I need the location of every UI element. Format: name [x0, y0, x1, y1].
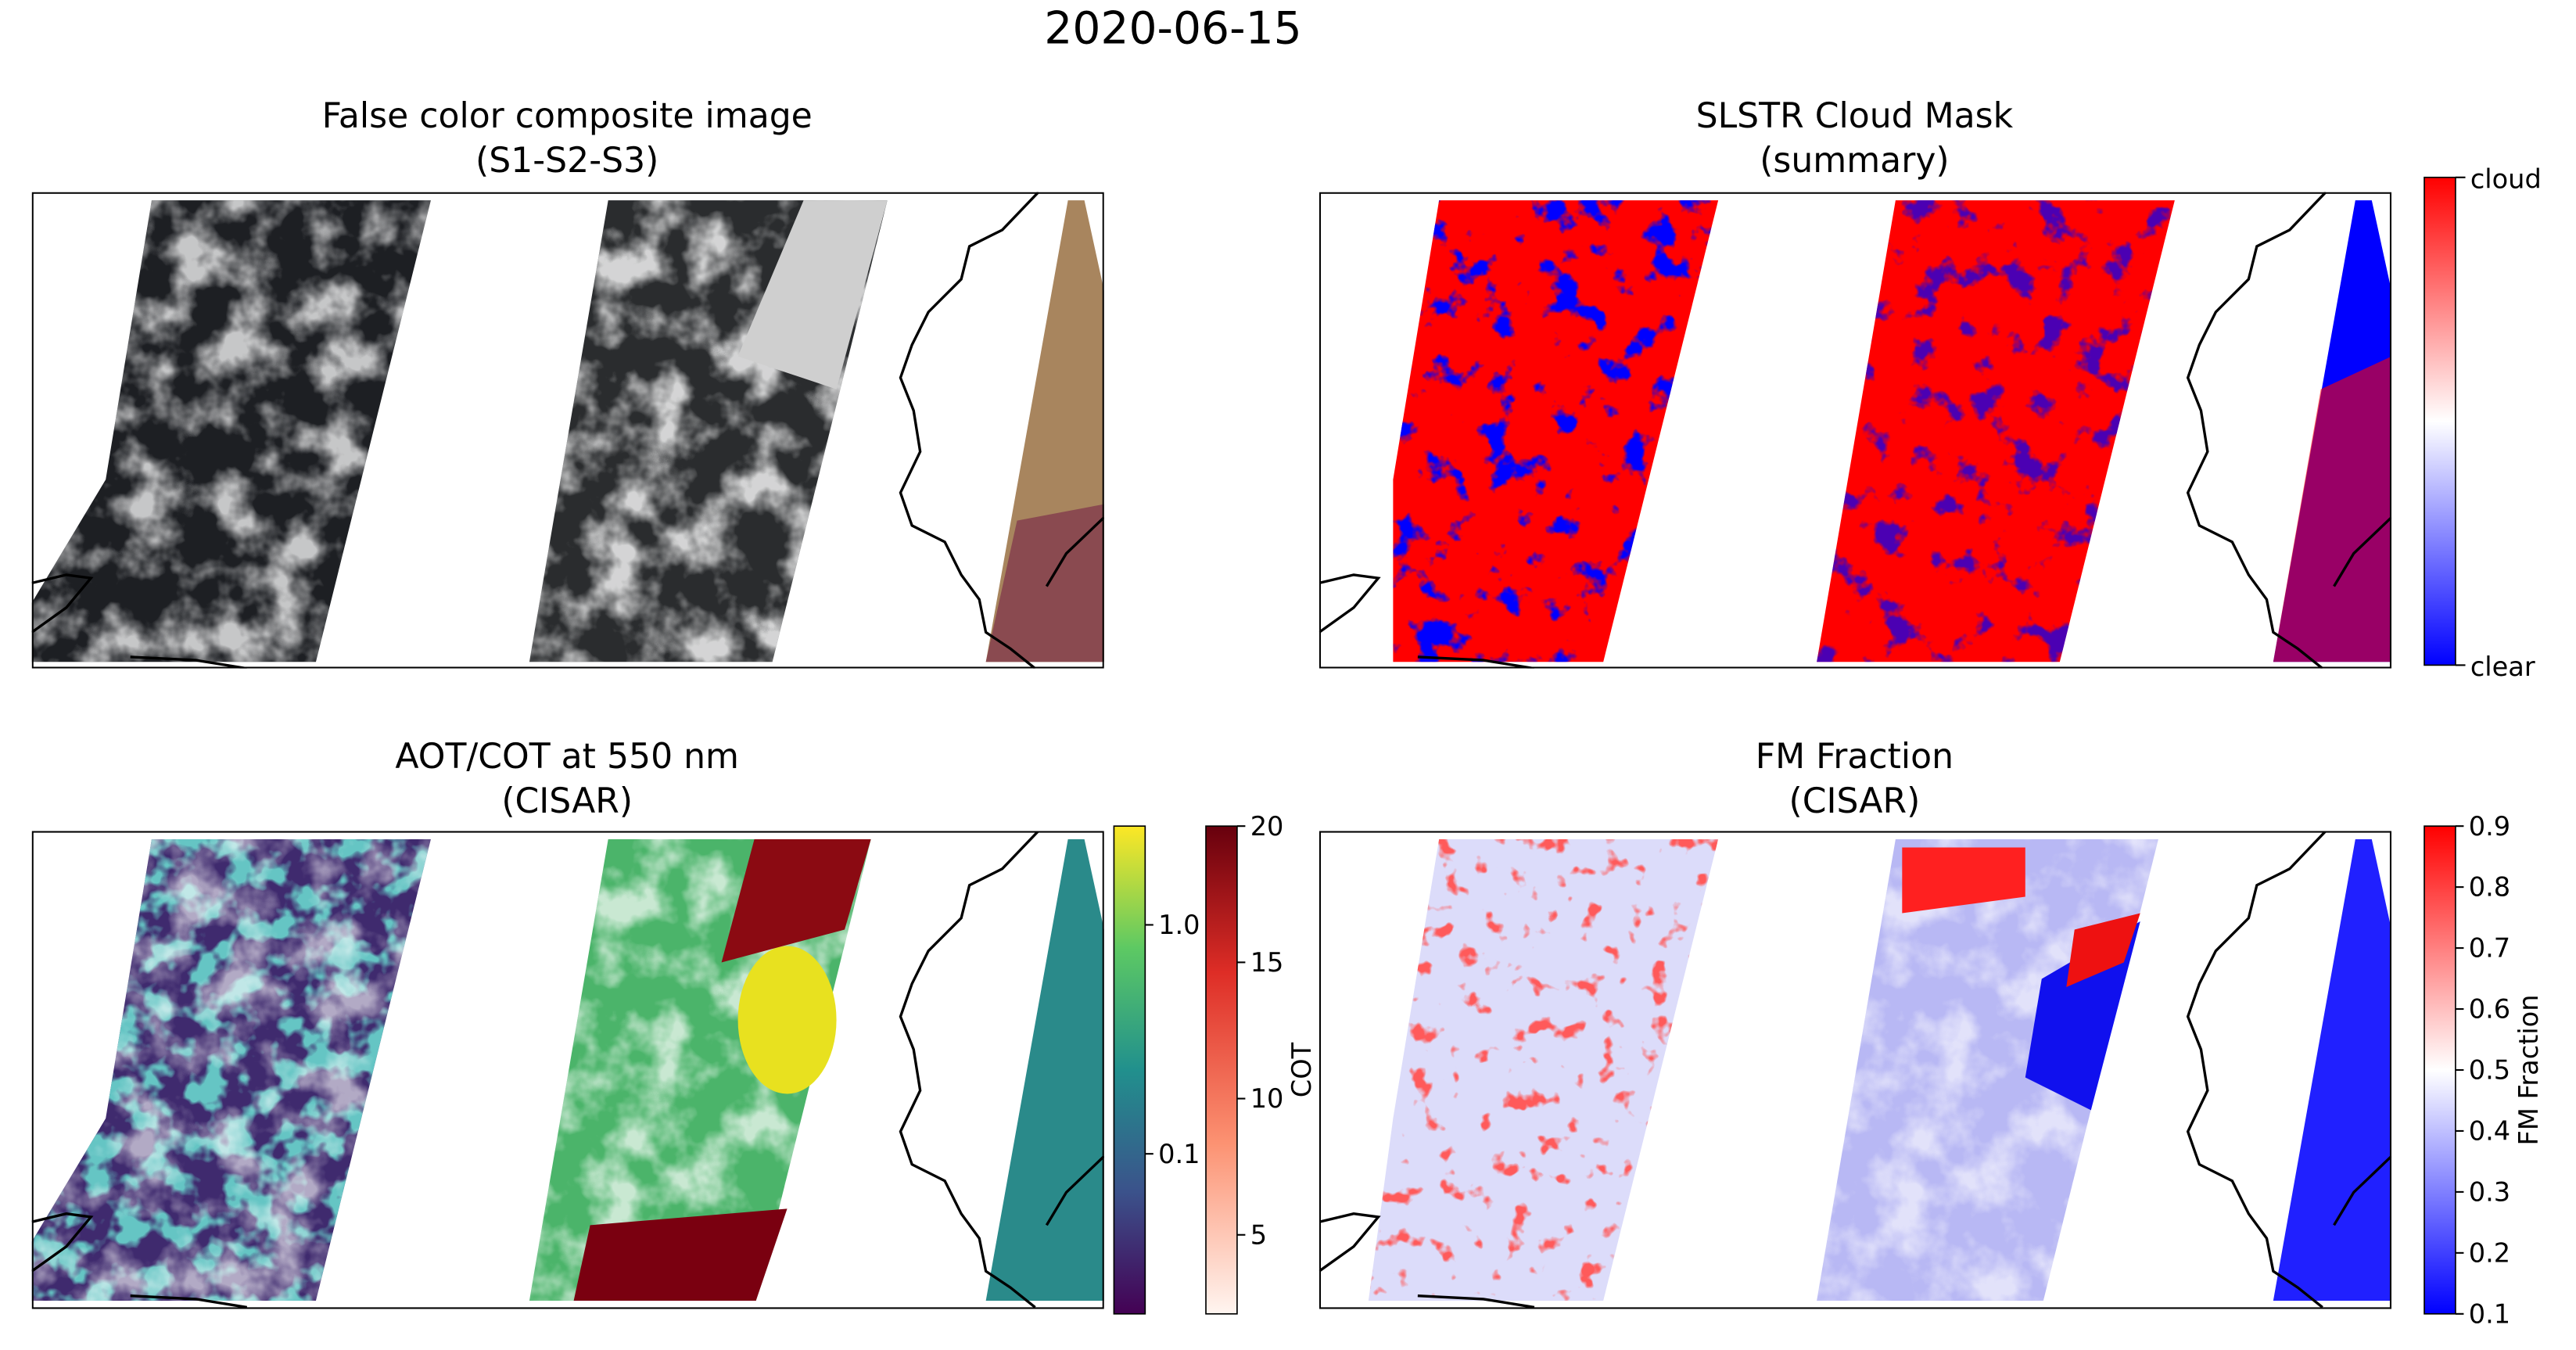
colorbar-tick-label: 0.8 — [2469, 872, 2510, 903]
colorbar — [2424, 176, 2456, 666]
colorbar-tick-label: 0.9 — [2469, 811, 2510, 842]
false-color-map — [31, 192, 1104, 669]
colorbar-axis-label: COT — [1286, 1042, 1317, 1097]
colorbar-tick-label: 0.4 — [2469, 1116, 2510, 1147]
aot-cot-map — [31, 831, 1104, 1309]
colorbar-tick-label: 15 — [1250, 947, 1284, 978]
colorbar-tick-label: 0.1 — [1158, 1139, 1200, 1169]
colorbar-tick-label: 5 — [1250, 1219, 1267, 1250]
colorbar-tick-label: 0.2 — [2469, 1237, 2510, 1268]
panel-title: AOT/COT at 550 nm — [395, 737, 739, 777]
colorbar — [1113, 825, 1146, 1315]
colorbar-tick-label: 0.6 — [2469, 994, 2510, 1025]
colorbar-tick-label: 0.5 — [2469, 1055, 2510, 1086]
panel-title: (S1-S2-S3) — [475, 141, 658, 181]
colorbar-label: cloud — [2470, 163, 2542, 194]
colorbar — [1205, 825, 1238, 1315]
panel-title: (summary) — [1760, 141, 1949, 181]
colorbar-axis-label: FM Fraction — [2513, 994, 2544, 1145]
colorbar-tick-label: 10 — [1250, 1083, 1284, 1114]
colorbar-tick-label: 0.1 — [2469, 1298, 2510, 1329]
figure-title: 2020-06-15 — [1044, 3, 1301, 55]
panel-title: False color composite image — [322, 96, 813, 136]
cloud-mask-map — [1318, 192, 2392, 669]
colorbar-tick-label: 1.0 — [1158, 910, 1200, 940]
panel-title: (CISAR) — [501, 781, 633, 821]
fm-fraction-map — [1318, 831, 2392, 1309]
panel-title: FM Fraction — [1756, 737, 1954, 777]
colorbar-tick-label: 20 — [1250, 811, 1284, 842]
colorbar-label: clear — [2470, 652, 2535, 682]
panel-title: (CISAR) — [1789, 781, 1921, 821]
colorbar-tick-label: 0.7 — [2469, 933, 2510, 964]
colorbar-tick-label: 0.3 — [2469, 1176, 2510, 1207]
panel-title: SLSTR Cloud Mask — [1696, 96, 2014, 136]
colorbar — [2424, 825, 2456, 1315]
